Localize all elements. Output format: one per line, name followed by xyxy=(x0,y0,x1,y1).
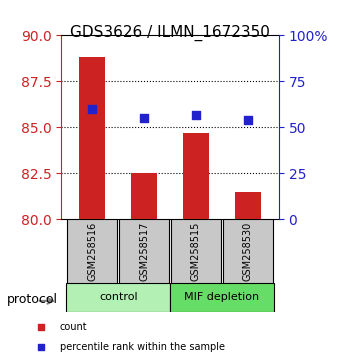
Bar xyxy=(235,192,261,219)
Point xyxy=(39,344,44,350)
FancyBboxPatch shape xyxy=(67,219,117,283)
Text: GSM258515: GSM258515 xyxy=(191,222,201,281)
Text: count: count xyxy=(60,322,87,332)
Point xyxy=(39,325,44,330)
FancyBboxPatch shape xyxy=(171,219,221,283)
Text: GSM258516: GSM258516 xyxy=(87,222,97,281)
Text: control: control xyxy=(99,292,137,302)
Text: GSM258517: GSM258517 xyxy=(139,222,149,281)
FancyBboxPatch shape xyxy=(223,219,273,283)
FancyBboxPatch shape xyxy=(119,219,169,283)
FancyBboxPatch shape xyxy=(170,283,274,312)
Text: MIF depletion: MIF depletion xyxy=(184,292,259,302)
Text: GSM258530: GSM258530 xyxy=(243,222,253,281)
Bar xyxy=(183,133,209,219)
Point xyxy=(245,117,251,123)
Point xyxy=(193,112,199,118)
Text: percentile rank within the sample: percentile rank within the sample xyxy=(60,342,225,352)
Text: protocol: protocol xyxy=(7,293,58,306)
FancyBboxPatch shape xyxy=(66,283,170,312)
Text: GDS3626 / ILMN_1672350: GDS3626 / ILMN_1672350 xyxy=(70,25,270,41)
Bar xyxy=(131,173,157,219)
Point xyxy=(141,115,147,121)
Point xyxy=(89,106,95,112)
Bar xyxy=(79,57,105,219)
